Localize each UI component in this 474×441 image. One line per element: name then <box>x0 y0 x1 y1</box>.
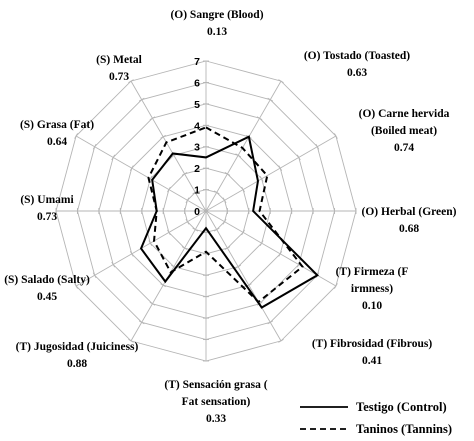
axis-labels: (O) Sangre (Blood) 0.13 (O) Tostado (Toast… <box>4 9 456 425</box>
axis-value-7: 0.88 <box>67 358 87 370</box>
spoke-tick <box>160 134 166 139</box>
legend: Testigo (Control) Taninos (Tannins) <box>300 400 452 436</box>
spoke-tick <box>278 251 283 257</box>
spoke-tick <box>111 261 116 268</box>
axis-value-4: 0.10 <box>362 300 382 312</box>
tick-label-2: 2 <box>194 163 200 175</box>
spoke-tick <box>224 171 231 176</box>
spoke-tick <box>213 227 220 232</box>
axis-value-6: 0.33 <box>206 413 226 425</box>
axis-value-0: 0.13 <box>207 26 227 38</box>
axis-value-9: 0.73 <box>37 211 57 223</box>
radial-tick-labels: 0 1 2 3 4 5 6 7 <box>194 56 200 218</box>
spoke-tick <box>278 79 284 83</box>
spoke-tick <box>192 190 199 195</box>
spoke-tick <box>111 154 116 161</box>
spoke-tick <box>138 320 145 325</box>
series-control <box>139 135 319 309</box>
axis-label-10: (S) Grasa (Fat) <box>20 119 94 131</box>
spoke-tick <box>160 283 166 288</box>
tick-label-3: 3 <box>194 142 200 154</box>
spoke-tick <box>92 143 97 150</box>
spoke-tick <box>241 229 246 236</box>
spoke-tick <box>129 251 134 257</box>
spoke-tick <box>235 153 241 158</box>
spoke-tick <box>149 116 156 121</box>
tick-label-6: 6 <box>194 77 200 89</box>
legend-label-tannins: Taninos (Tannins) <box>356 422 452 436</box>
spoke-tick <box>259 176 264 182</box>
spoke-tick <box>129 165 134 171</box>
axis-label-3: (O) Herbal (Green) <box>362 206 457 218</box>
spoke-tick <box>334 283 338 289</box>
axis-label-8: (S) Salado (Salty) <box>4 274 90 286</box>
axis-value-5: 0.41 <box>362 355 382 367</box>
spoke-tick <box>296 154 301 161</box>
axis-value-2: 0.74 <box>394 142 414 154</box>
spoke-tick <box>166 229 171 236</box>
grid-spoke-2 <box>205 135 337 212</box>
axis-value-11: 0.73 <box>109 71 129 83</box>
spoke-tick <box>128 339 134 343</box>
spoke-tick <box>138 97 145 102</box>
spoke-tick <box>278 339 284 343</box>
axis-label-9: (S) Umami <box>20 194 74 206</box>
tick-label-0: 0 <box>194 206 200 218</box>
spoke-tick <box>334 133 338 139</box>
tick-label-5: 5 <box>194 99 200 111</box>
spoke-tick <box>235 264 241 269</box>
tick-label-7: 7 <box>194 56 200 68</box>
axis-value-10: 0.64 <box>47 136 67 148</box>
grid-spoke-1 <box>205 80 282 212</box>
spoke-tick <box>92 272 97 279</box>
axis-label-5: (T) Fibrosidad (Fibrous) <box>312 338 433 350</box>
legend-label-control: Testigo (Control) <box>356 400 447 414</box>
spoke-tick <box>181 246 188 251</box>
spoke-tick <box>74 133 78 139</box>
spoke-tick <box>259 240 264 246</box>
spoke-tick <box>181 171 188 176</box>
spoke-tick <box>74 283 78 289</box>
spoke-tick <box>128 79 134 83</box>
spoke-tick <box>213 190 220 195</box>
spoke-tick <box>192 227 199 232</box>
spoke-tick <box>185 218 190 225</box>
axis-label-11: (S) Metal <box>96 54 142 66</box>
grid-spoke-10 <box>75 135 207 212</box>
axis-value-3: 0.68 <box>399 223 419 235</box>
axis-label-0: (O) Sangre (Blood) <box>170 9 263 21</box>
series-tannins <box>147 126 304 304</box>
spoke-tick <box>222 218 227 225</box>
spoke-tick <box>224 246 231 251</box>
spoke-tick <box>166 186 171 193</box>
spoke-tick <box>315 143 320 150</box>
series-lines <box>139 126 319 309</box>
spoke-tick <box>241 186 246 193</box>
spoke-tick <box>185 197 190 204</box>
axis-label-1: (O) Tostado (Toasted) <box>304 50 410 62</box>
axis-value-8: 0.45 <box>37 291 57 303</box>
spoke-tick <box>148 240 153 246</box>
spoke-tick <box>278 165 283 171</box>
grid-spoke-5 <box>205 210 282 342</box>
tick-label-1: 1 <box>194 185 200 197</box>
spoke-tick <box>267 97 274 102</box>
spoke-tick <box>256 116 263 121</box>
radar-grid <box>55 60 357 362</box>
grid-spoke-11 <box>130 80 207 212</box>
axis-label-4: (T) Firmeza (F irmness) <box>336 266 409 295</box>
spoke-tick <box>149 301 156 306</box>
axis-value-1: 0.63 <box>347 67 367 79</box>
axis-label-6: (T) Sensación grasa (Fat sensation) <box>164 379 267 408</box>
spoke-tick <box>222 197 227 204</box>
axis-label-7: (T) Jugosidad (Juiciness) <box>16 341 139 353</box>
tick-label-4: 4 <box>194 120 200 132</box>
axis-label-2: (O) Carne hervida (Boiled meat) <box>359 108 450 137</box>
spoke-tick <box>267 320 274 325</box>
